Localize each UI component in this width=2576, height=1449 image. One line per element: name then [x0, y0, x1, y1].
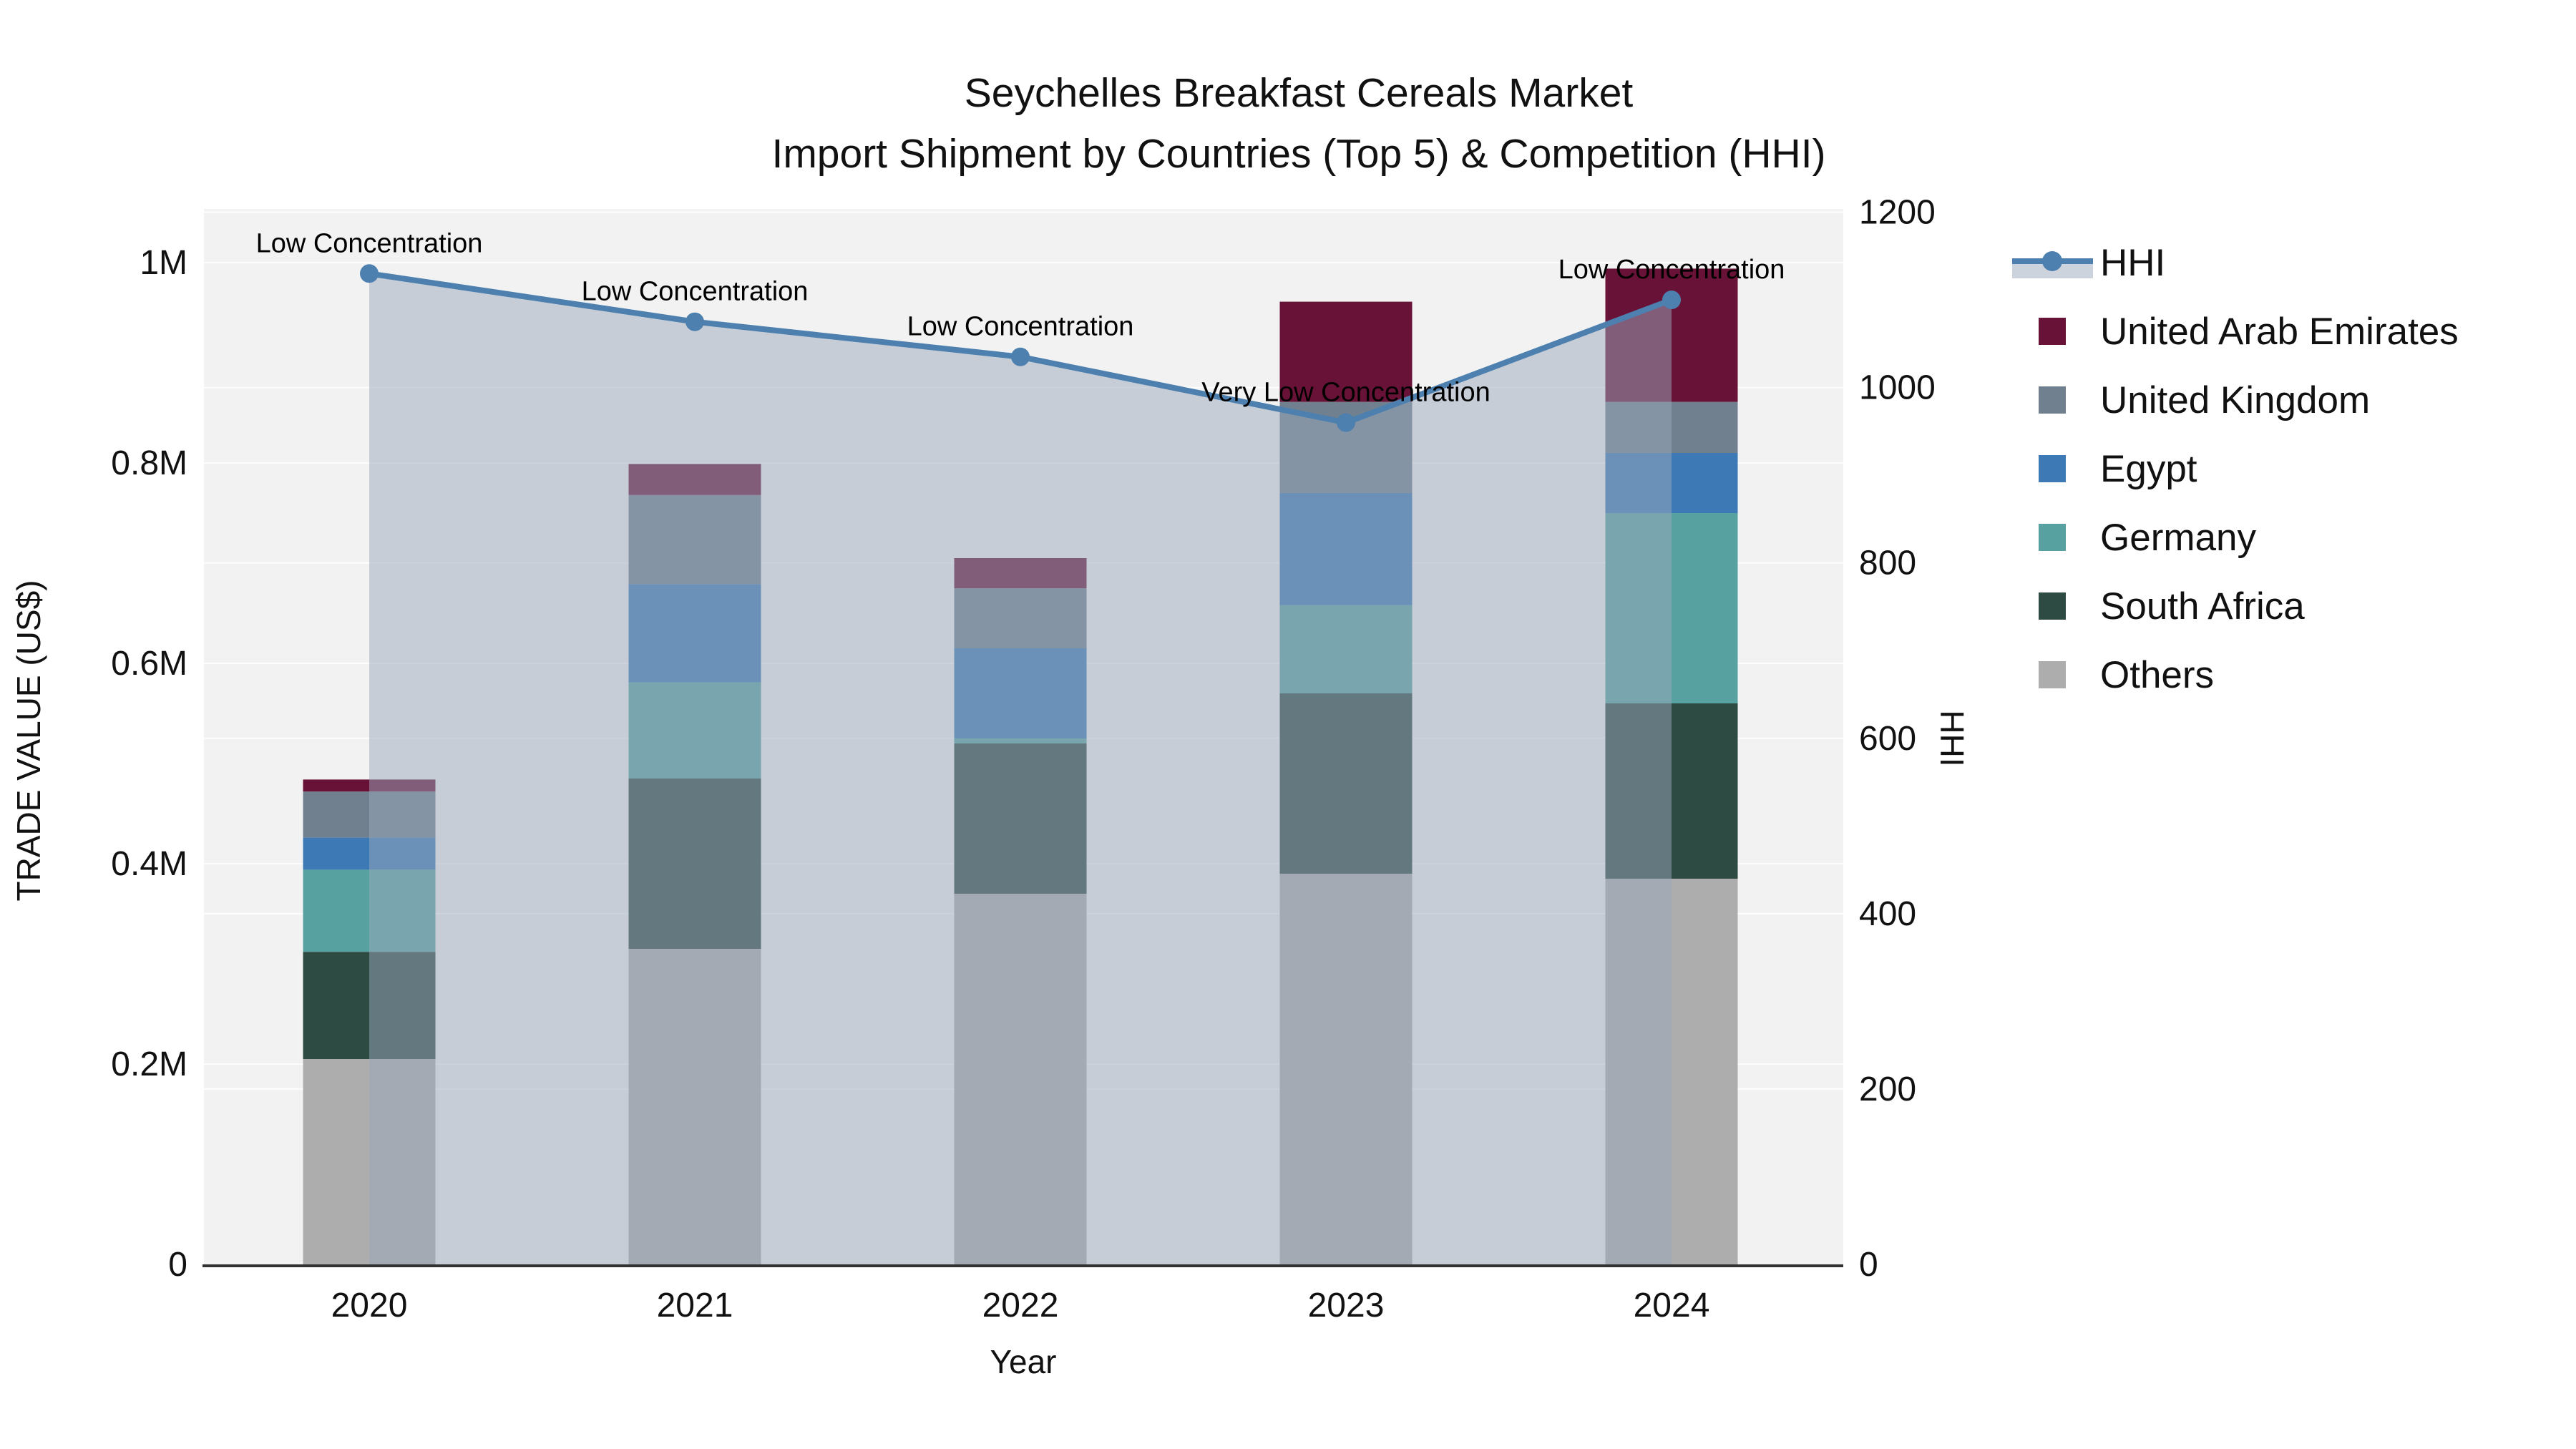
hhi-marker-2024[interactable] [1662, 291, 1681, 310]
legend-item-united-arab-emirates[interactable]: United Arab Emirates [2008, 311, 2459, 353]
y-right-tick-400: 400 [1859, 895, 1916, 933]
x-tick-labels: 2020 2021 2022 2023 2024 [331, 1287, 1710, 1324]
annotation-2022: Low Concentration [907, 312, 1134, 342]
legend-label-others: Others [2100, 653, 2215, 696]
legend-label-south-africa: South Africa [2100, 585, 2305, 628]
south-africa-swatch [2008, 592, 2100, 620]
legend-item-others[interactable]: Others [2008, 654, 2459, 696]
legend-label-united-arab-emirates: United Arab Emirates [2100, 310, 2459, 353]
y-left-tick-0: 0 [168, 1246, 187, 1284]
united-arab-emirates-swatch [2008, 317, 2100, 346]
y-right-tick-800: 800 [1859, 545, 1916, 582]
legend-label-germany: Germany [2100, 516, 2256, 559]
hhi-marker-2020[interactable] [360, 264, 379, 283]
hhi-area-fill [369, 273, 1672, 1265]
y-left-tick-0.6M: 0.6M [111, 645, 187, 683]
bar-segment-united-arab-emirates-2023[interactable] [1279, 301, 1413, 402]
legend-label-united-kingdom: United Kingdom [2100, 379, 2371, 421]
x-axis-title: Year [990, 1343, 1057, 1380]
annotation-2023: Very Low Concentration [1201, 378, 1490, 408]
hhi-marker-2022[interactable] [1011, 347, 1030, 366]
y-left-axis-title: TRADE VALUE (US$) [10, 580, 47, 902]
legend-item-germany[interactable]: Germany [2008, 517, 2459, 559]
germany-swatch [2008, 523, 2100, 552]
hhi-line-symbol [2008, 248, 2100, 278]
x-tick-2024: 2024 [1634, 1287, 1710, 1324]
hhi-marker-2023[interactable] [1337, 413, 1355, 432]
united-kingdom-swatch [2008, 386, 2100, 414]
annotation-2020: Low Concentration [256, 228, 483, 258]
y-left-tick-1M: 1M [140, 244, 187, 282]
legend: HHI United Arab Emirates United Kingdom … [2008, 242, 2459, 729]
y-right-tick-1000: 1000 [1859, 369, 1936, 407]
y-right-tick-labels: 0 200 400 600 800 1000 1200 [1859, 194, 1936, 1284]
legend-item-united-kingdom[interactable]: United Kingdom [2008, 379, 2459, 421]
y-left-tick-labels: 0 0.2M 0.4M 0.6M 0.8M 1M [111, 244, 187, 1284]
annotation-2021: Low Concentration [582, 277, 809, 307]
y-right-tick-200: 200 [1859, 1070, 1916, 1108]
hhi-marker-2021[interactable] [686, 312, 704, 331]
y-right-tick-1200: 1200 [1859, 194, 1936, 232]
legend-label-egypt: Egypt [2100, 447, 2197, 490]
legend-label-hhi: HHI [2100, 241, 2166, 284]
chart-title-line2: Import Shipment by Countries (Top 5) & C… [771, 131, 1826, 177]
hhi-marker-dot [2042, 251, 2062, 271]
legend-item-south-africa[interactable]: South Africa [2008, 585, 2459, 628]
y-right-tick-0: 0 [1859, 1246, 1878, 1284]
y-left-tick-0.2M: 0.2M [111, 1045, 187, 1083]
legend-item-hhi[interactable]: HHI [2008, 242, 2459, 284]
x-tick-2021: 2021 [657, 1287, 733, 1324]
chart-title: Seychelles Breakfast Cereals Market Impo… [771, 63, 1825, 185]
annotations: Low Concentration Low Concentration Low Co… [256, 228, 1785, 407]
legend-item-egypt[interactable]: Egypt [2008, 448, 2459, 490]
x-tick-2022: 2022 [982, 1287, 1059, 1324]
y-left-tick-0.4M: 0.4M [111, 845, 187, 883]
y-left-tick-0.8M: 0.8M [111, 444, 187, 482]
egypt-swatch [2008, 454, 2100, 483]
x-tick-2020: 2020 [331, 1287, 408, 1324]
hhi-markers [360, 264, 1681, 432]
annotation-2024: Low Concentration [1558, 255, 1785, 285]
y-right-tick-600: 600 [1859, 720, 1916, 758]
y-right-axis-title: HHI [1933, 710, 1971, 767]
x-tick-2023: 2023 [1308, 1287, 1385, 1324]
others-swatch [2008, 660, 2100, 689]
chart-title-line1: Seychelles Breakfast Cereals Market [964, 70, 1634, 116]
